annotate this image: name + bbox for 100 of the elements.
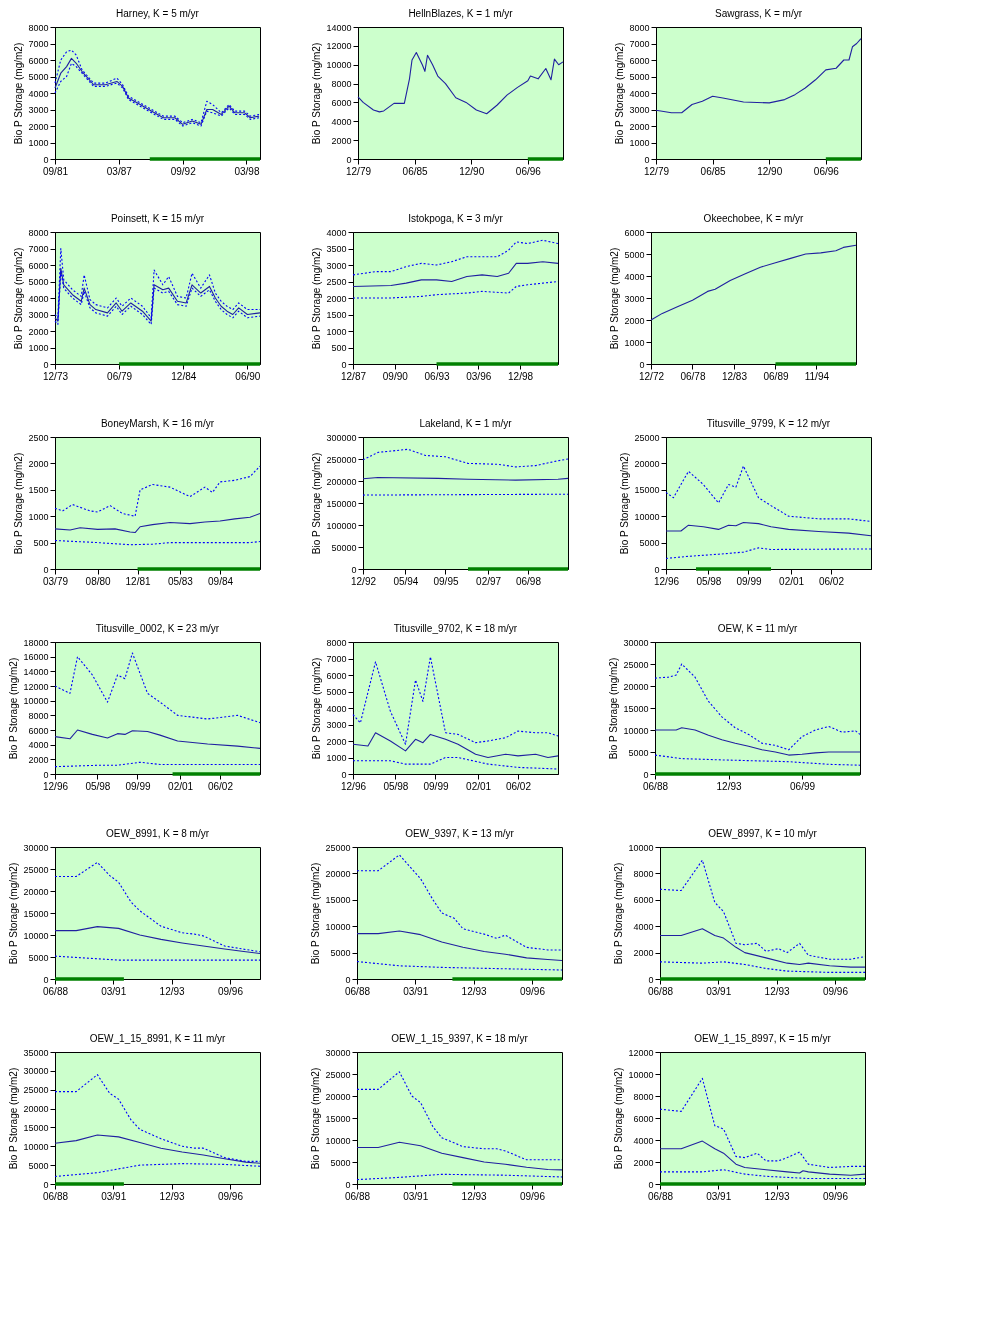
y-tick-label: 4000 [28, 293, 49, 304]
y-tick-label: 20000 [23, 1104, 49, 1115]
y-tick-label: 2000 [326, 293, 347, 304]
x-tick-label: 06/02 [207, 780, 234, 792]
y-tick-label: 20000 [23, 886, 49, 897]
y-tick-label: 200000 [326, 476, 357, 487]
x-tick-label: 06/78 [680, 370, 706, 382]
x-tick-label: 12/93 [159, 1190, 186, 1202]
y-tick-label: 15000 [634, 485, 660, 496]
y-tick-label: 10000 [634, 511, 660, 522]
x-tick-label: 09/96 [217, 1190, 244, 1202]
y-tick-label: 6000 [28, 260, 49, 271]
y-tick-label: 14000 [23, 666, 49, 677]
y-tick-label: 0 [345, 1179, 351, 1190]
y-axis-title: Bio P Storage (mg/m2) [619, 452, 631, 555]
y-tick-label: 8000 [28, 710, 49, 721]
y-tick-label: 25000 [325, 842, 351, 853]
y-axis-title: Bio P Storage (mg/m2) [13, 247, 25, 350]
x-tick-label: 06/88 [42, 1190, 69, 1202]
x-tick-label: 09/81 [42, 165, 69, 177]
y-tick-label: 10000 [628, 842, 654, 853]
y-tick-label: 25000 [325, 1069, 351, 1080]
y-tick-label: 4000 [331, 116, 352, 127]
y-tick-label: 6000 [331, 97, 352, 108]
x-tick-label: 12/93 [764, 1190, 791, 1202]
y-tick-label: 14000 [326, 22, 352, 33]
x-tick-label: 06/85 [402, 165, 429, 177]
y-tick-label: 12000 [628, 1047, 654, 1058]
y-tick-label: 0 [644, 154, 650, 165]
y-axis-title: Bio P Storage (mg/m2) [613, 862, 625, 965]
y-tick-label: 15000 [23, 908, 49, 919]
x-tick-label: 06/88 [344, 985, 371, 997]
y-tick-label: 5000 [330, 1157, 351, 1168]
y-tick-label: 0 [43, 1179, 49, 1190]
x-tick-label: 09/96 [217, 985, 244, 997]
y-tick-label: 30000 [325, 1047, 351, 1058]
y-tick-label: 2000 [331, 135, 352, 146]
y-tick-label: 20000 [325, 1091, 351, 1102]
chart-title: Lakeland, K = 1 m/yr [419, 418, 513, 429]
y-tick-label: 6000 [629, 55, 650, 66]
chart-title: BoneyMarsh, K = 16 m/yr [100, 418, 215, 429]
x-tick-label: 12/90 [459, 165, 485, 177]
x-tick-label: 12/72 [638, 370, 665, 382]
y-tick-label: 5000 [624, 249, 645, 260]
y-tick-label: 10000 [325, 1135, 351, 1146]
y-tick-label: 10000 [23, 1141, 49, 1152]
x-tick-label: 03/91 [101, 1190, 127, 1202]
y-tick-label: 25000 [623, 659, 649, 670]
y-tick-label: 20000 [325, 868, 351, 879]
x-tick-label: 12/73 [42, 370, 69, 382]
y-axis-title: Bio P Storage (mg/m2) [8, 862, 20, 965]
y-tick-label: 0 [351, 564, 357, 575]
y-axis-title: Bio P Storage (mg/m2) [310, 862, 322, 965]
y-tick-label: 8000 [633, 1091, 654, 1102]
x-tick-label: 03/91 [403, 1190, 429, 1202]
y-tick-label: 2000 [633, 1157, 654, 1168]
y-tick-label: 1500 [28, 485, 49, 496]
y-tick-label: 0 [346, 154, 352, 165]
x-tick-label: 06/02 [818, 575, 845, 587]
y-tick-label: 10000 [326, 60, 352, 71]
x-tick-label: 06/79 [107, 370, 133, 382]
y-tick-label: 8000 [629, 22, 650, 33]
y-axis-title: Bio P Storage (mg/m2) [311, 247, 323, 350]
x-tick-label: 08/80 [85, 575, 112, 587]
y-tick-label: 2000 [633, 948, 654, 959]
chart-title: OEW, K = 11 m/yr [717, 623, 798, 634]
x-tick-label: 06/99 [790, 780, 816, 792]
y-tick-label: 2000 [326, 736, 347, 747]
x-tick-label: 05/98 [85, 780, 111, 792]
y-tick-label: 1000 [326, 753, 347, 763]
y-tick-label: 5000 [28, 1160, 49, 1171]
chart-title: Titusville_0002, K = 23 m/yr [95, 623, 220, 634]
x-tick-label: 09/90 [382, 370, 409, 382]
y-tick-label: 0 [643, 769, 649, 780]
x-tick-label: 06/96 [515, 165, 542, 177]
y-tick-label: 25000 [23, 864, 49, 875]
y-tick-label: 8000 [633, 868, 654, 879]
x-tick-label: 02/01 [466, 780, 492, 792]
x-tick-label: 05/83 [167, 575, 194, 587]
y-tick-label: 3000 [629, 105, 650, 115]
x-tick-label: 03/91 [706, 985, 732, 997]
y-tick-label: 0 [43, 974, 49, 985]
y-tick-label: 1500 [326, 310, 347, 320]
x-tick-label: 09/96 [519, 1190, 546, 1202]
y-axis-title: Bio P Storage (mg/m2) [310, 1067, 322, 1170]
y-tick-label: 15000 [23, 1122, 49, 1133]
y-tick-label: 15000 [325, 895, 351, 906]
y-tick-label: 10000 [628, 1069, 654, 1080]
y-tick-label: 4000 [28, 88, 49, 99]
x-tick-label: 09/99 [125, 780, 151, 792]
y-tick-label: 150000 [326, 498, 357, 509]
y-tick-label: 0 [654, 564, 660, 575]
chart-title: OEW_9397, K = 13 m/yr [405, 828, 515, 839]
y-tick-label: 8000 [28, 227, 49, 238]
y-tick-label: 3000 [28, 310, 49, 320]
chart-title: Harney, K = 5 m/yr [116, 8, 200, 19]
y-tick-label: 2000 [28, 326, 49, 337]
x-tick-label: 12/90 [757, 165, 783, 177]
y-tick-label: 2000 [624, 315, 645, 326]
y-tick-label: 0 [43, 359, 49, 370]
